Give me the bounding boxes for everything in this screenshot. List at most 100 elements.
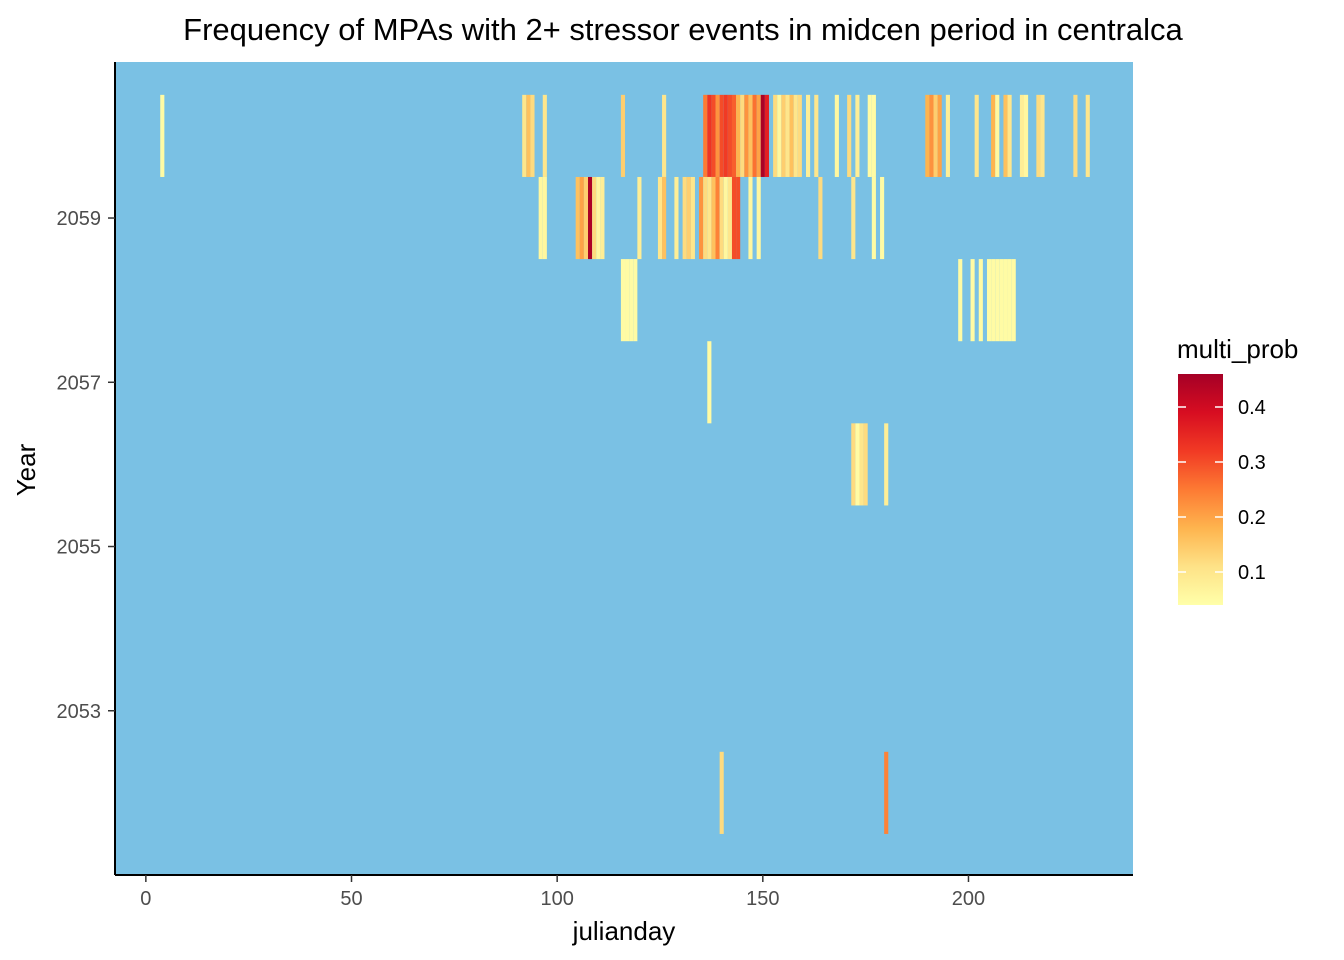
heatmap-cell bbox=[748, 94, 753, 177]
heatmap-cell bbox=[814, 94, 819, 177]
heatmap-cell bbox=[682, 176, 687, 260]
heatmap-cell bbox=[851, 423, 856, 506]
heatmap-cell bbox=[596, 176, 601, 260]
heatmap-cell bbox=[970, 259, 975, 342]
heatmap-cell bbox=[1019, 94, 1025, 177]
legend-tick-label: 0.2 bbox=[1238, 507, 1266, 529]
heatmap-cell bbox=[629, 259, 634, 342]
heatmap-cell bbox=[1011, 259, 1016, 342]
heatmap-cell bbox=[925, 94, 930, 177]
heatmap-cell bbox=[884, 423, 889, 506]
heatmap-cell bbox=[945, 94, 950, 177]
heatmap-cell bbox=[855, 423, 860, 506]
heatmap-cell bbox=[542, 176, 547, 260]
heatmap-cell bbox=[620, 94, 626, 177]
heatmap-cell bbox=[727, 176, 732, 260]
heatmap-cell bbox=[690, 176, 695, 260]
heatmap-cell bbox=[719, 94, 724, 177]
legend-tick-label: 0.4 bbox=[1238, 397, 1266, 419]
heatmap-cell bbox=[723, 176, 728, 260]
heatmap-cell bbox=[703, 94, 708, 177]
heatmap-cell bbox=[707, 176, 712, 260]
heatmap-cell bbox=[707, 94, 712, 177]
heatmap-cell bbox=[1036, 94, 1041, 177]
heatmap-cell bbox=[620, 259, 626, 342]
heatmap-cell bbox=[579, 176, 584, 260]
heatmap-cell bbox=[797, 94, 802, 177]
heatmap-cell bbox=[731, 176, 737, 260]
legend-tick-label: 0.3 bbox=[1238, 452, 1266, 474]
heatmap-cell bbox=[986, 259, 992, 342]
heatmap-cell bbox=[711, 176, 716, 260]
heatmap-cell bbox=[715, 94, 720, 177]
heatmap-cell bbox=[530, 94, 535, 177]
x-axis-ticks: 0 50 100 150 200 bbox=[140, 875, 985, 910]
legend-title: multi_prob bbox=[1177, 334, 1298, 364]
plot-background bbox=[115, 62, 1133, 875]
heatmap-cell bbox=[736, 176, 741, 260]
legend-tick-label: 0.1 bbox=[1238, 562, 1266, 584]
heatmap-cell bbox=[995, 259, 1000, 342]
heatmap-cell bbox=[995, 94, 1000, 177]
heatmap-cell bbox=[777, 94, 782, 177]
color-legend: multi_prob 0.1 0.2 0.3 0.4 bbox=[1177, 334, 1298, 605]
heatmap-cell bbox=[789, 94, 794, 177]
heatmap-cell bbox=[727, 94, 732, 177]
heatmap-cell bbox=[880, 176, 885, 260]
x-tick-label: 200 bbox=[952, 888, 985, 910]
y-tick-label: 2055 bbox=[57, 537, 102, 559]
heatmap-cell bbox=[847, 94, 852, 177]
heatmap-cell bbox=[958, 259, 963, 342]
heatmap-cell bbox=[1085, 94, 1090, 177]
x-tick-label: 100 bbox=[540, 888, 573, 910]
heatmap-cell bbox=[818, 176, 823, 260]
heatmap-cell bbox=[764, 94, 769, 177]
x-tick-label: 0 bbox=[140, 888, 151, 910]
heatmap-cell bbox=[703, 176, 708, 260]
heatmap-cell bbox=[538, 176, 543, 260]
x-axis-title: julianday bbox=[572, 916, 676, 946]
legend-ticks: 0.1 0.2 0.3 0.4 bbox=[1178, 397, 1266, 584]
heatmap-cell bbox=[592, 176, 597, 260]
heatmap-cell bbox=[785, 94, 790, 177]
heatmap-cell bbox=[740, 94, 745, 177]
heatmap-cell bbox=[867, 94, 872, 177]
heatmap-cell bbox=[974, 94, 979, 177]
y-tick-label: 2053 bbox=[57, 701, 102, 723]
heatmap-cell bbox=[1007, 94, 1012, 177]
heatmap-cell bbox=[756, 94, 761, 177]
heatmap-cell bbox=[752, 94, 757, 177]
heatmap-cell bbox=[871, 94, 876, 177]
heatmap-cell bbox=[662, 94, 667, 177]
heatmap-cell bbox=[731, 94, 737, 177]
heatmap-cell bbox=[657, 176, 663, 260]
heatmap-cell bbox=[773, 94, 778, 177]
chart-title: Frequency of MPAs with 2+ stressor event… bbox=[183, 12, 1183, 47]
heatmap-cell bbox=[859, 423, 864, 506]
heatmap-cell bbox=[637, 176, 642, 260]
heatmap-cell bbox=[583, 176, 589, 260]
heatmap-cell bbox=[707, 341, 712, 424]
heatmap-cell bbox=[748, 176, 753, 260]
heatmap-cell bbox=[851, 176, 856, 260]
heatmap-cell bbox=[744, 94, 749, 177]
heatmap-cell bbox=[1007, 259, 1012, 342]
heatmap-cell bbox=[855, 94, 860, 177]
heatmap-cell bbox=[756, 176, 761, 260]
heatmap-cell bbox=[1073, 94, 1078, 177]
heatmap-cell bbox=[933, 94, 938, 177]
heatmap-cells bbox=[160, 94, 1090, 834]
heatmap-cell bbox=[575, 176, 580, 260]
heatmap-cell bbox=[760, 94, 765, 177]
heatmap-cell bbox=[699, 176, 704, 260]
heatmap-cell bbox=[723, 94, 728, 177]
y-axis-title: Year bbox=[11, 443, 41, 496]
heatmap-cell bbox=[633, 259, 638, 342]
heatmap-cell bbox=[871, 176, 876, 260]
heatmap-cell bbox=[662, 176, 667, 260]
heatmap-cell bbox=[686, 176, 691, 260]
heatmap-cell bbox=[588, 176, 593, 260]
heatmap-cell bbox=[711, 94, 716, 177]
y-tick-label: 2057 bbox=[57, 372, 102, 394]
heatmap-cell bbox=[991, 259, 996, 342]
